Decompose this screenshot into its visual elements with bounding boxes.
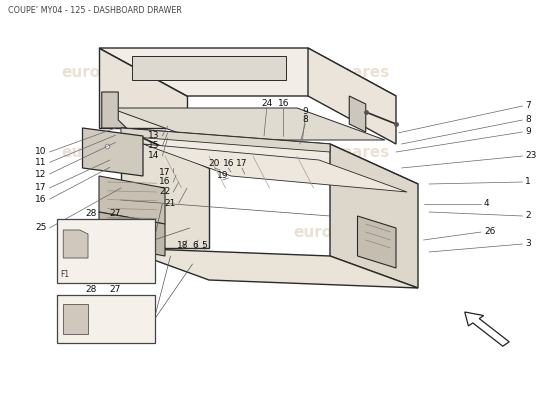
Text: F1: F1 xyxy=(60,270,70,279)
Text: 12: 12 xyxy=(35,170,47,178)
Text: 4: 4 xyxy=(484,200,490,208)
Polygon shape xyxy=(121,128,330,152)
Text: eurospares: eurospares xyxy=(293,64,389,80)
Text: 1: 1 xyxy=(525,178,531,186)
Text: 22: 22 xyxy=(160,188,170,196)
Text: eurospares: eurospares xyxy=(62,144,158,160)
Polygon shape xyxy=(63,304,88,334)
Text: 16: 16 xyxy=(35,195,47,204)
Polygon shape xyxy=(121,248,418,288)
Text: 23: 23 xyxy=(525,152,537,160)
Text: 19: 19 xyxy=(217,172,228,180)
Polygon shape xyxy=(63,230,88,258)
FancyArrow shape xyxy=(465,312,509,346)
Polygon shape xyxy=(143,144,407,192)
Polygon shape xyxy=(82,128,143,176)
Text: 15: 15 xyxy=(148,142,160,150)
Text: 17: 17 xyxy=(35,184,47,192)
Text: 6: 6 xyxy=(192,242,198,250)
Text: 27: 27 xyxy=(110,285,121,294)
Polygon shape xyxy=(358,216,396,268)
Text: 24: 24 xyxy=(261,100,272,108)
Text: 18: 18 xyxy=(177,242,188,250)
Polygon shape xyxy=(99,48,187,128)
Text: COUPE’ MY04 - 125 - DASHBOARD DRAWER: COUPE’ MY04 - 125 - DASHBOARD DRAWER xyxy=(8,6,182,15)
Text: 5: 5 xyxy=(202,242,207,250)
Text: 17: 17 xyxy=(236,160,248,168)
Polygon shape xyxy=(121,128,418,184)
Text: 8: 8 xyxy=(302,116,308,124)
Text: 16: 16 xyxy=(278,100,289,108)
Text: 13: 13 xyxy=(148,132,160,140)
Text: 8: 8 xyxy=(525,116,531,124)
Text: 17: 17 xyxy=(159,168,170,176)
Text: 9: 9 xyxy=(525,128,531,136)
Polygon shape xyxy=(121,128,209,248)
Text: 11: 11 xyxy=(35,158,47,167)
Text: eurospares: eurospares xyxy=(293,144,389,160)
Text: 28: 28 xyxy=(85,209,96,218)
FancyBboxPatch shape xyxy=(57,295,155,343)
Polygon shape xyxy=(99,48,396,96)
Text: eurospares: eurospares xyxy=(62,224,158,240)
Text: 2: 2 xyxy=(525,212,531,220)
Text: 27: 27 xyxy=(110,209,121,218)
Polygon shape xyxy=(330,144,418,288)
Text: 10: 10 xyxy=(35,148,47,156)
Text: 7: 7 xyxy=(525,102,531,110)
Polygon shape xyxy=(102,92,126,128)
Text: 26: 26 xyxy=(484,228,496,236)
Polygon shape xyxy=(132,56,286,80)
Text: 16: 16 xyxy=(159,178,170,186)
Polygon shape xyxy=(99,176,165,224)
Text: 25: 25 xyxy=(35,224,47,232)
Text: 3: 3 xyxy=(525,240,531,248)
Text: 20: 20 xyxy=(209,160,220,168)
Polygon shape xyxy=(110,108,385,140)
Polygon shape xyxy=(99,212,165,256)
Text: 21: 21 xyxy=(164,199,176,208)
Text: 9: 9 xyxy=(302,108,308,116)
Polygon shape xyxy=(349,96,366,132)
Polygon shape xyxy=(308,48,396,144)
Text: eurospares: eurospares xyxy=(62,64,158,80)
FancyBboxPatch shape xyxy=(57,219,155,283)
Text: eurospares: eurospares xyxy=(293,224,389,240)
Text: 14: 14 xyxy=(148,152,160,160)
Text: 16: 16 xyxy=(223,160,234,168)
Text: 28: 28 xyxy=(85,285,96,294)
